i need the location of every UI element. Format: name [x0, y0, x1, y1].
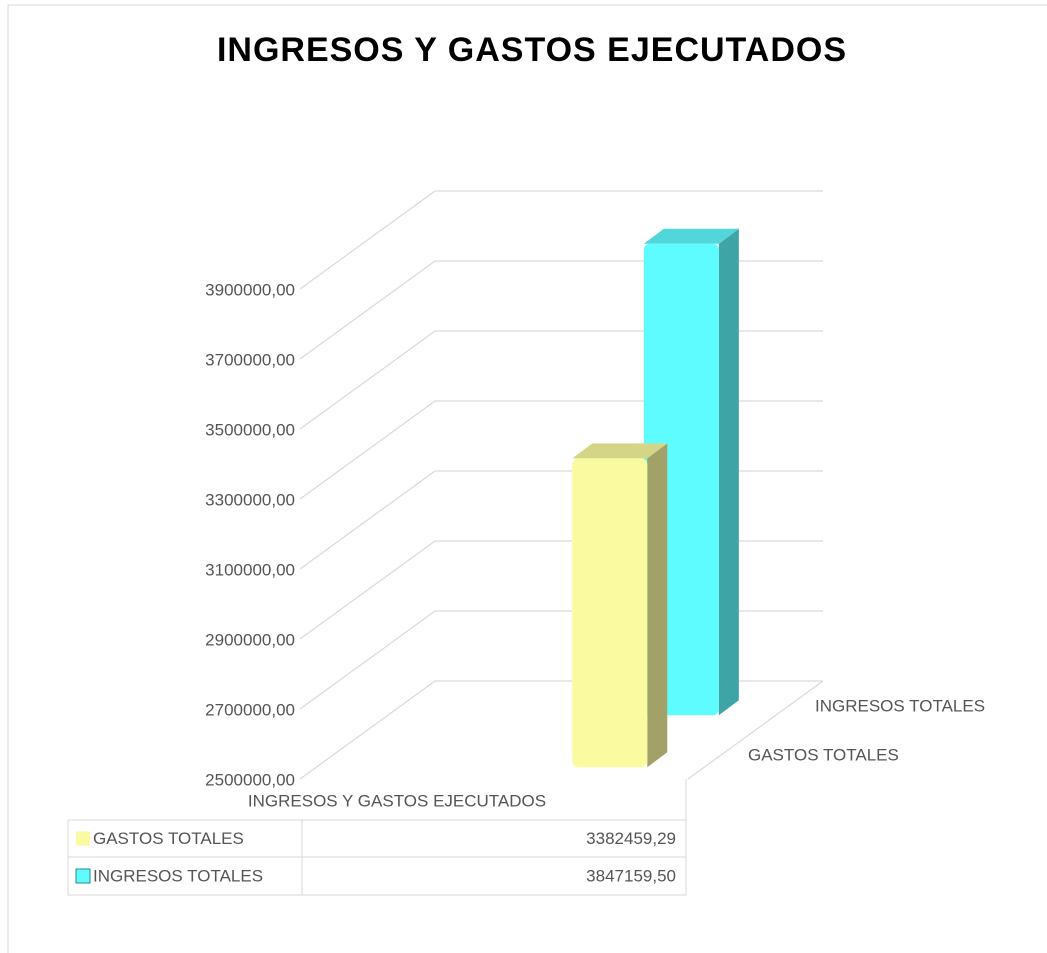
y-tick-label: 3900000,00: [205, 280, 295, 299]
category-label: INGRESOS Y GASTOS EJECUTADOS: [248, 791, 546, 810]
bar-side: [718, 228, 739, 716]
depth-label: INGRESOS TOTALES: [815, 696, 985, 715]
y-tick-label: 2500000,00: [205, 770, 295, 789]
depth-label: GASTOS TOTALES: [748, 745, 899, 764]
legend-label: INGRESOS TOTALES: [93, 866, 263, 885]
bar-side: [647, 443, 668, 768]
legend-key: [75, 868, 91, 884]
bar: [572, 443, 668, 768]
table-value: 3382459,29: [586, 829, 676, 848]
bar-front: [572, 458, 648, 768]
legend-label: GASTOS TOTALES: [93, 829, 244, 848]
bar-top: [572, 443, 668, 459]
y-tick-label: 2700000,00: [205, 700, 295, 719]
chart-frame: [7, 4, 1047, 953]
chart-title: INGRESOS Y GASTOS EJECUTADOS: [217, 31, 847, 69]
table-value: 3847159,50: [586, 866, 676, 885]
y-tick-label: 3300000,00: [205, 490, 295, 509]
table-border: [67, 779, 687, 896]
y-tick-label: 3500000,00: [205, 420, 295, 439]
y-tick-label: 2900000,00: [205, 630, 295, 649]
bar-top: [643, 228, 739, 244]
y-tick-label: 3100000,00: [205, 560, 295, 579]
legend-key: [76, 831, 90, 846]
floor-edge: [687, 680, 824, 780]
y-tick-label: 3700000,00: [205, 350, 295, 369]
grid-line: [299, 190, 823, 290]
